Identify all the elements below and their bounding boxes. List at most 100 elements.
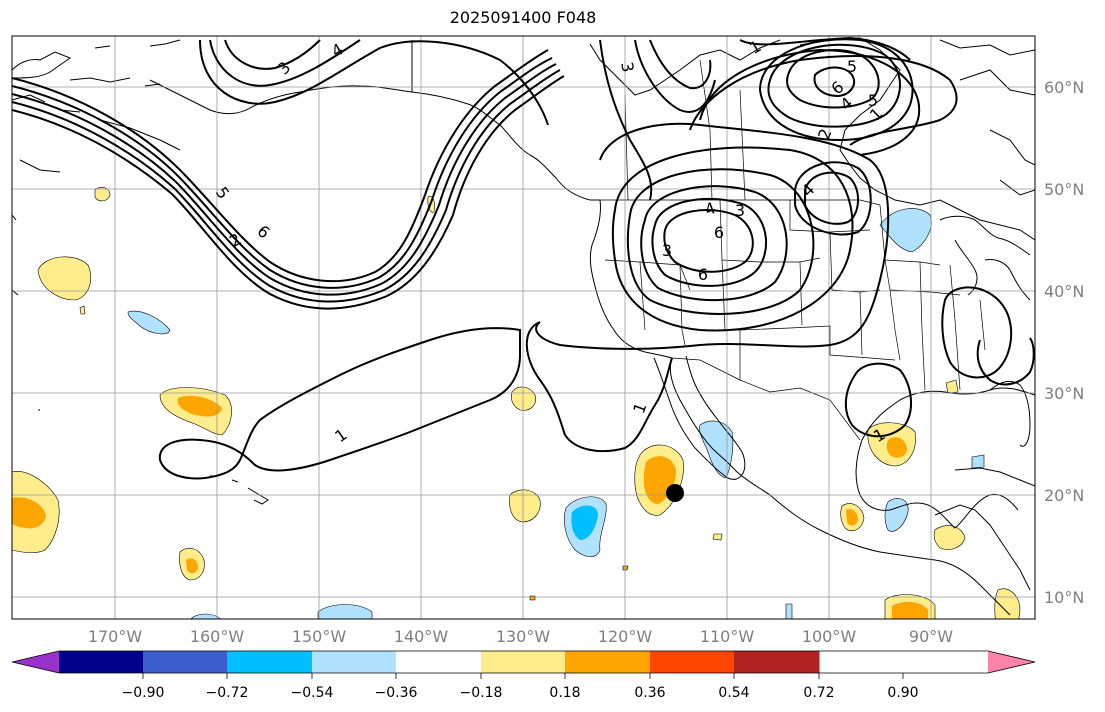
lon-label: 170°W xyxy=(88,627,143,646)
contour-level-6 xyxy=(663,209,754,273)
colorbar-segment xyxy=(650,651,735,673)
lat-label: 50°N xyxy=(1044,180,1084,199)
colorbar-tick-label: −0.18 xyxy=(460,685,503,701)
colorbar-tick-label: −0.36 xyxy=(375,685,418,701)
contour-label: 3 xyxy=(617,60,637,73)
contour-level-3 xyxy=(758,38,914,142)
baja-peninsula xyxy=(653,355,746,480)
colorbar-segment xyxy=(227,651,313,673)
positive-anomaly-core xyxy=(12,497,46,529)
colorbar-tick-label: 0.72 xyxy=(803,685,834,701)
cuba-yucatan xyxy=(934,467,1035,591)
anomaly-shading xyxy=(12,186,1021,619)
contour-label: 6 xyxy=(714,223,724,242)
negative-anomaly-patch xyxy=(785,603,793,619)
positive-anomaly-core xyxy=(177,395,222,417)
colorbar-extend-high xyxy=(988,651,1035,673)
contour-jet-band xyxy=(12,63,557,296)
contour-level-1 xyxy=(158,327,521,480)
contour-level-1 xyxy=(739,36,911,61)
lon-label: 100°W xyxy=(802,627,857,646)
positive-anomaly-patch xyxy=(945,379,959,394)
colorbar-tick-label: 0.90 xyxy=(887,685,918,701)
negative-anomaly-patch xyxy=(190,613,222,619)
colorbar-segment xyxy=(396,651,482,673)
positive-anomaly-patch xyxy=(712,533,723,541)
lat-label: 60°N xyxy=(1044,78,1084,97)
lon-label: 140°W xyxy=(394,627,449,646)
negative-anomaly-patch xyxy=(127,310,171,335)
contour-level-1 xyxy=(535,122,890,350)
negative-anomaly-patch xyxy=(699,420,734,479)
colorbar-segment xyxy=(481,651,566,673)
positive-anomaly-patch xyxy=(994,588,1021,619)
contour-level-3 xyxy=(224,39,321,70)
contour-level-3 xyxy=(199,39,549,126)
contour-level-1 xyxy=(941,286,1013,379)
lon-label: 90°W xyxy=(909,627,953,646)
colorbar-segment xyxy=(312,651,397,673)
plot-frame xyxy=(11,35,1036,620)
positive-anomaly-patch xyxy=(79,305,86,315)
contour-label: 3 xyxy=(662,241,672,260)
us-west-coast xyxy=(589,199,673,359)
contours xyxy=(12,36,1035,480)
negative-anomaly-patch xyxy=(879,208,932,253)
positive-anomaly-patch xyxy=(509,489,541,523)
contour-level-1 xyxy=(525,321,673,453)
colorbar-tick-label: 0.18 xyxy=(549,685,580,701)
colorbar-segment xyxy=(565,651,651,673)
contour-label: 6 xyxy=(698,265,708,284)
storm-center-marker xyxy=(666,484,684,502)
longitude-labels: 170°W 160°W 150°W 140°W 130°W 120°W 110°… xyxy=(88,627,953,646)
colorbar-segment xyxy=(734,651,820,673)
colorbar-extend-low xyxy=(12,651,59,673)
positive-anomaly-core xyxy=(186,558,198,574)
alaska-islands xyxy=(12,39,181,173)
positive-anomaly-patch xyxy=(37,256,92,301)
positive-anomaly-core xyxy=(846,509,858,526)
positive-anomaly-core xyxy=(886,437,907,458)
colorbar-tick-label: −0.54 xyxy=(291,685,334,701)
lat-label: 20°N xyxy=(1044,486,1084,505)
lat-label: 40°N xyxy=(1044,282,1084,301)
map-title: 2025091400 F048 xyxy=(449,8,597,27)
contour-level-3 xyxy=(599,39,653,201)
lat-label: 10°N xyxy=(1044,588,1084,607)
graticule xyxy=(12,36,1035,619)
contour-level-4 xyxy=(634,39,716,113)
colorbar-tick-label: −0.90 xyxy=(122,685,165,701)
colorbar-tick-label: 0.54 xyxy=(718,685,749,701)
contour-label: 5 xyxy=(847,57,857,76)
contour-label: 5 xyxy=(868,91,878,110)
contour-jet-band xyxy=(12,69,561,303)
contour-level-2 xyxy=(699,48,921,156)
positive-anomaly-core xyxy=(892,601,928,619)
contour-level-1 xyxy=(844,362,912,438)
contour-level-4 xyxy=(209,39,361,87)
contour-level-4 xyxy=(767,43,901,128)
positive-anomaly-patch xyxy=(622,565,629,571)
colorbar: −0.90 −0.72 −0.54 −0.36 −0.18 0.18 0.36 … xyxy=(11,650,1036,701)
colorbar-segment xyxy=(143,651,228,673)
latitude-labels: 60°N 50°N 40°N 30°N 20°N 10°N xyxy=(1044,78,1084,607)
contour-jet-band xyxy=(12,49,549,283)
colorbar-tick-label: −0.72 xyxy=(206,685,249,701)
lon-label: 110°W xyxy=(700,627,755,646)
positive-anomaly-patch xyxy=(94,186,111,202)
contour-label: 3 xyxy=(735,201,745,220)
contour-level-6 xyxy=(813,66,856,98)
contour-level-4 xyxy=(640,185,788,301)
colorbar-segment xyxy=(59,651,144,673)
negative-anomaly-patch xyxy=(971,454,985,469)
colorbar-tick-label: 0.36 xyxy=(634,685,665,701)
colorbar-outline xyxy=(11,650,1036,674)
lat-label: 30°N xyxy=(1044,384,1084,403)
lon-label: 130°W xyxy=(496,627,551,646)
contour-level-5 xyxy=(651,197,768,287)
contour-level-4 xyxy=(804,171,859,225)
negative-anomaly-patch xyxy=(884,498,909,532)
contour-jet-band xyxy=(12,57,553,289)
lon-label: 160°W xyxy=(190,627,245,646)
